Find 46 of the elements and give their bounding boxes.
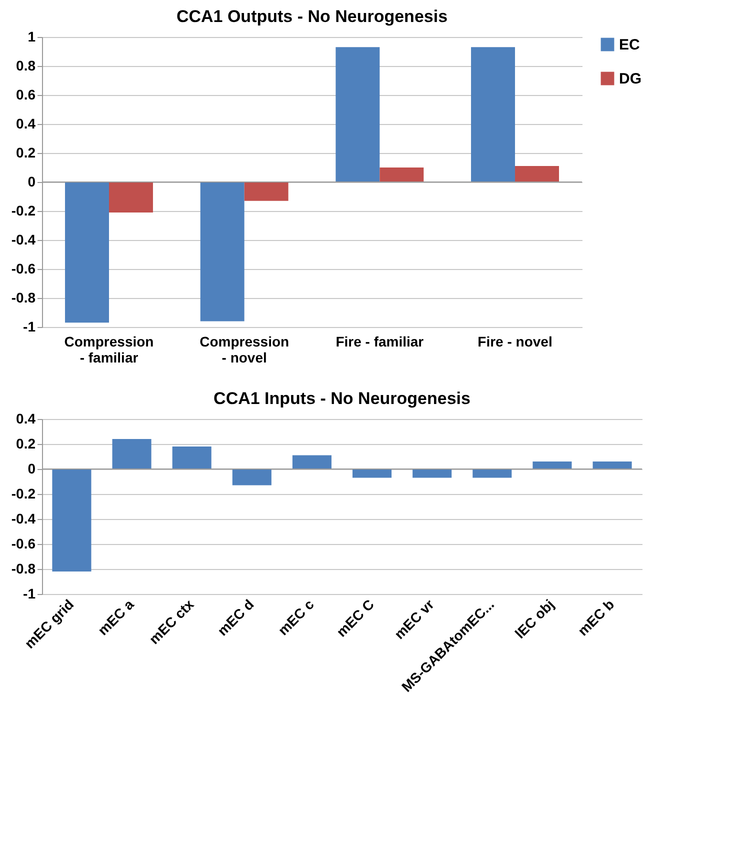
y-tick-label: -0.8 <box>11 290 36 306</box>
bar <box>412 469 452 478</box>
bar <box>352 469 392 478</box>
x-tick-label: Fire - familiar <box>336 334 424 350</box>
y-tick-label: 0.4 <box>16 410 36 426</box>
bar <box>112 439 152 469</box>
y-tick-label: -0.2 <box>11 202 36 218</box>
y-tick-label: 0.2 <box>16 144 36 160</box>
bar <box>65 182 109 323</box>
y-tick-label: -0.6 <box>11 260 36 276</box>
bar <box>108 182 153 212</box>
y-tick-label: -0.2 <box>11 486 36 502</box>
legend-label: DG <box>619 70 642 88</box>
bar <box>380 168 424 182</box>
bar <box>292 455 332 469</box>
y-tick-label: -1 <box>23 586 36 602</box>
y-tick-label: 0.8 <box>16 58 36 74</box>
y-tick-label: -0.4 <box>11 510 36 526</box>
y-tick-label: 0 <box>28 174 36 190</box>
chart-title: CCA1 Outputs - No Neurogenesis <box>176 7 448 26</box>
y-tick-label: 1 <box>28 28 36 44</box>
y-tick-label: -0.8 <box>11 560 36 576</box>
y-tick-label: 0 <box>28 460 36 476</box>
x-tick-label: Compression - familiar <box>64 334 154 366</box>
x-tick-label: Compression - novel <box>200 334 290 366</box>
bar <box>200 182 244 322</box>
bar <box>172 446 212 469</box>
bar <box>471 47 516 182</box>
bar <box>232 469 272 486</box>
y-tick-label: -0.4 <box>11 232 36 248</box>
bar <box>592 462 632 469</box>
bar <box>472 469 512 478</box>
x-tick-label: lEC obj <box>512 596 558 642</box>
y-tick-label: -0.6 <box>11 536 36 552</box>
y-tick-label: -1 <box>23 318 36 334</box>
x-tick-label: Fire - novel <box>478 334 552 350</box>
bar <box>52 469 92 572</box>
bar <box>244 182 288 201</box>
bar <box>532 462 572 469</box>
y-tick-label: 0.4 <box>16 116 36 132</box>
bar <box>515 166 559 182</box>
bar <box>336 47 380 182</box>
y-tick-label: 0.6 <box>16 86 36 102</box>
chart-title: CCA1 Inputs - No Neurogenesis <box>214 389 470 408</box>
legend-label: EC <box>619 36 640 54</box>
y-tick-label: 0.2 <box>16 436 36 452</box>
